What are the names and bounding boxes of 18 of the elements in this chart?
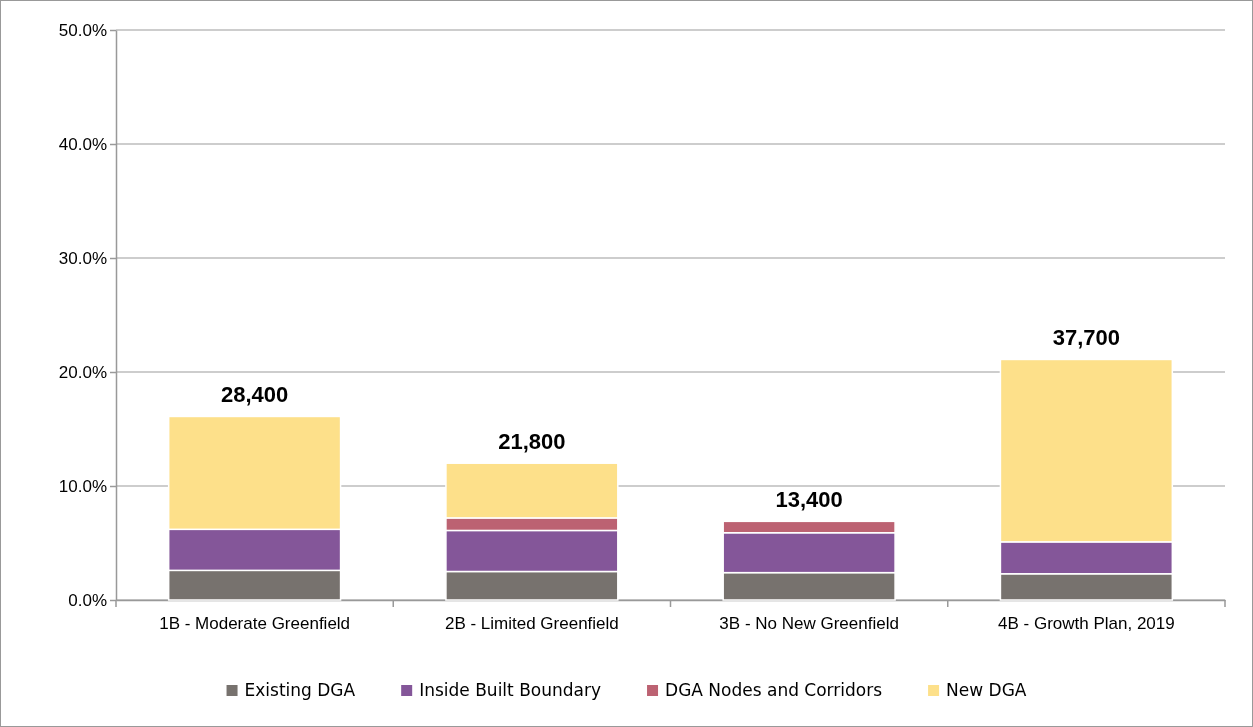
annotation: 13,400 [775, 487, 843, 513]
y-tick-label: 0.0% [68, 590, 107, 610]
x-tick-label: 3B - No New Greenfield [719, 613, 899, 633]
x-tick-label: 4B - Growth Plan, 2019 [998, 613, 1175, 633]
y-tick-label: 10.0% [58, 476, 107, 496]
y-tick-label: 20.0% [58, 362, 107, 382]
annotation: 21,800 [498, 429, 566, 455]
annotation: 37,700 [1052, 325, 1121, 351]
legend-label: New DGA [946, 680, 1027, 700]
legend-label: Existing DGA [244, 680, 356, 700]
x-tick-label: 2B - Limited Greenfield [444, 613, 619, 633]
y-tick-label: 30.0% [58, 248, 107, 268]
legend-label: DGA Nodes and Corridors [665, 680, 883, 700]
annotation: 28,400 [220, 382, 289, 408]
y-tick-label: 40.0% [58, 134, 107, 154]
legend-label: Inside Built Boundary [419, 680, 602, 700]
x-tick-label: 1B - Moderate Greenfield [159, 613, 351, 633]
y-tick-label: 50.0% [58, 20, 107, 40]
